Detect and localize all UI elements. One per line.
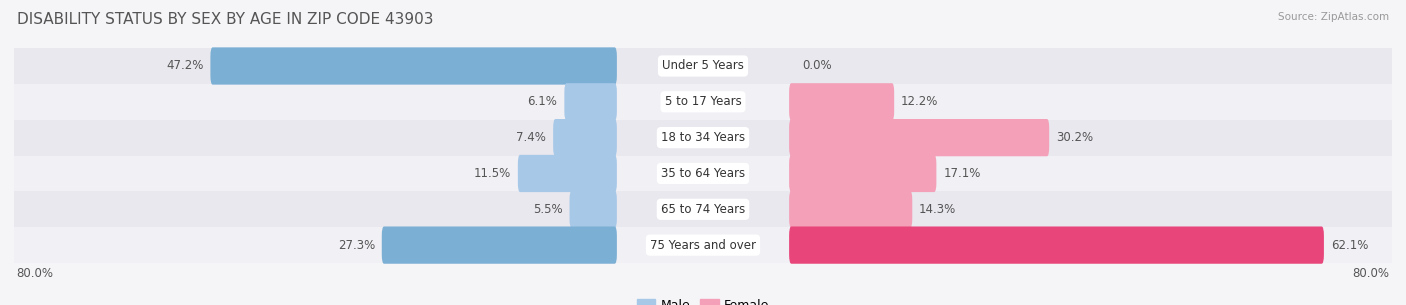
FancyBboxPatch shape	[789, 83, 894, 120]
Text: 27.3%: 27.3%	[337, 239, 375, 252]
Bar	[14, 227, 1392, 263]
Text: 30.2%: 30.2%	[1056, 131, 1094, 144]
Bar	[14, 48, 1392, 84]
Bar	[14, 120, 1392, 156]
Text: 5 to 17 Years: 5 to 17 Years	[665, 95, 741, 108]
Text: 6.1%: 6.1%	[527, 95, 557, 108]
Text: 65 to 74 Years: 65 to 74 Years	[661, 203, 745, 216]
Text: 75 Years and over: 75 Years and over	[650, 239, 756, 252]
Text: 18 to 34 Years: 18 to 34 Years	[661, 131, 745, 144]
Text: 80.0%: 80.0%	[17, 267, 53, 280]
Bar	[14, 191, 1392, 227]
Bar	[14, 84, 1392, 120]
FancyBboxPatch shape	[789, 227, 1324, 264]
Text: 0.0%: 0.0%	[801, 59, 832, 73]
Text: 47.2%: 47.2%	[166, 59, 204, 73]
FancyBboxPatch shape	[564, 83, 617, 120]
FancyBboxPatch shape	[553, 119, 617, 156]
FancyBboxPatch shape	[789, 119, 1049, 156]
Text: 14.3%: 14.3%	[920, 203, 956, 216]
Text: 62.1%: 62.1%	[1331, 239, 1368, 252]
Text: 35 to 64 Years: 35 to 64 Years	[661, 167, 745, 180]
Text: 7.4%: 7.4%	[516, 131, 547, 144]
Legend: Male, Female: Male, Female	[637, 299, 769, 305]
Text: 12.2%: 12.2%	[901, 95, 938, 108]
FancyBboxPatch shape	[382, 227, 617, 264]
FancyBboxPatch shape	[211, 47, 617, 84]
FancyBboxPatch shape	[569, 191, 617, 228]
Text: DISABILITY STATUS BY SEX BY AGE IN ZIP CODE 43903: DISABILITY STATUS BY SEX BY AGE IN ZIP C…	[17, 12, 433, 27]
Text: 80.0%: 80.0%	[1353, 267, 1389, 280]
FancyBboxPatch shape	[517, 155, 617, 192]
Bar	[14, 156, 1392, 191]
Text: Source: ZipAtlas.com: Source: ZipAtlas.com	[1278, 12, 1389, 22]
Text: 17.1%: 17.1%	[943, 167, 980, 180]
FancyBboxPatch shape	[789, 191, 912, 228]
Text: Under 5 Years: Under 5 Years	[662, 59, 744, 73]
Text: 11.5%: 11.5%	[474, 167, 510, 180]
Text: 5.5%: 5.5%	[533, 203, 562, 216]
FancyBboxPatch shape	[789, 155, 936, 192]
